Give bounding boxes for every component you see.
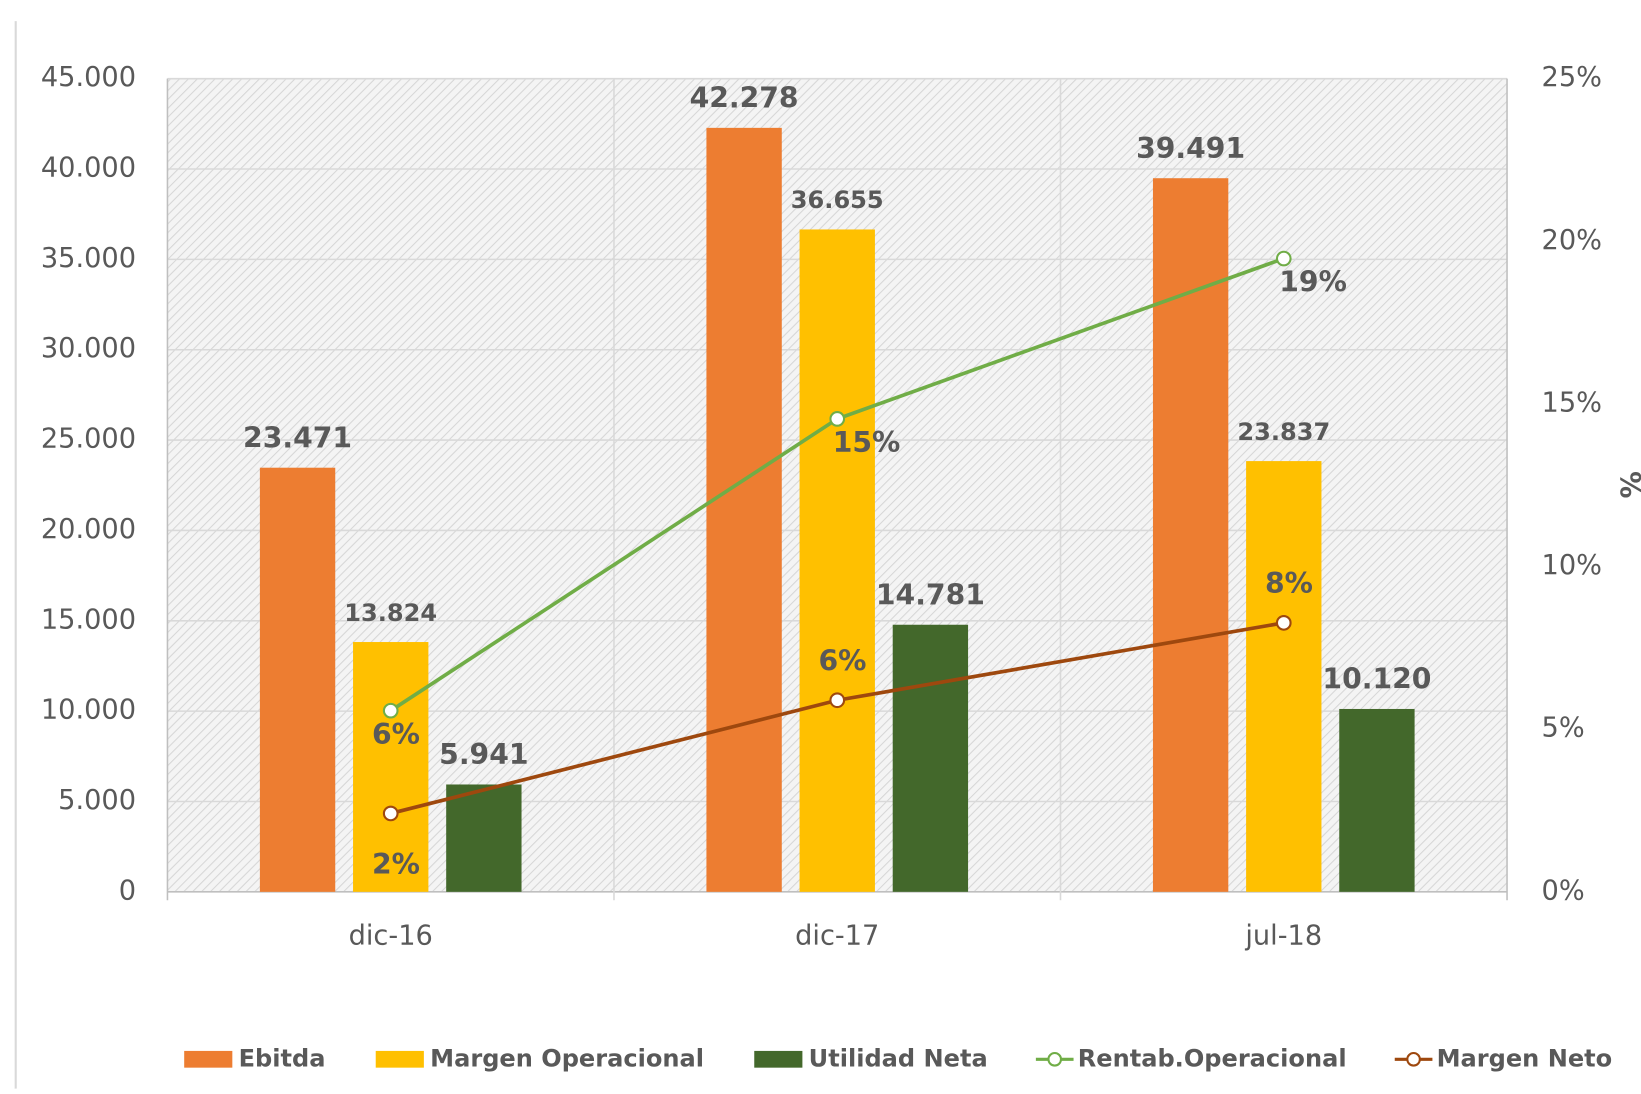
bar: [1246, 461, 1322, 892]
line-value-label: 15%: [833, 426, 901, 459]
x-tick-label: jul-18: [1244, 920, 1322, 951]
bar-value-label: 14.781: [876, 578, 985, 611]
y-tick-label: 35.000: [41, 243, 136, 274]
y2-axis-label: %: [1614, 471, 1641, 498]
y-tick-label: 45.000: [41, 62, 136, 93]
line-marker: [1275, 250, 1292, 267]
line-value-label: 19%: [1279, 266, 1347, 299]
bar: [259, 467, 336, 892]
bar-value-label: 36.655: [791, 186, 884, 214]
line-marker: [382, 702, 399, 719]
line-marker: [829, 411, 846, 427]
y2-tick-label: 5%: [1542, 713, 1585, 744]
legend-swatch: [754, 1050, 803, 1068]
bar: [706, 127, 782, 892]
line-marker: [1275, 614, 1292, 631]
y-tick-label: 40.000: [41, 153, 136, 184]
bar-value-label: 42.278: [690, 82, 799, 115]
line-marker: [382, 805, 399, 822]
y2-tick-label: 15%: [1542, 387, 1602, 418]
line-value-label: 8%: [1265, 567, 1313, 600]
line-marker: [829, 692, 846, 709]
y2-tick-label: 20%: [1542, 225, 1602, 256]
legend-swatch: [375, 1050, 424, 1068]
line-value-label: 6%: [372, 718, 420, 751]
bar: [446, 784, 522, 892]
legend-label: Rentab.Operacional: [1078, 1044, 1347, 1072]
bar-value-label: 23.837: [1237, 418, 1330, 446]
bar: [1339, 708, 1415, 892]
bar-value-label: 39.491: [1136, 132, 1245, 165]
y-tick-label: 5.000: [58, 785, 136, 816]
bar: [1152, 178, 1229, 892]
y-tick-label: 30.000: [41, 333, 136, 364]
bar-value-label: 23.471: [243, 421, 352, 454]
legend-swatch: [184, 1050, 233, 1068]
y-tick-label: 25.000: [41, 424, 136, 455]
legend-swatch: [1047, 1051, 1063, 1067]
y2-tick-label: 0%: [1542, 875, 1585, 906]
y-tick-label: 0: [119, 875, 136, 906]
bar-value-label: 5.941: [439, 738, 528, 771]
legend-label: Margen Neto: [1437, 1044, 1613, 1072]
y-tick-label: 10.000: [41, 695, 136, 726]
line-value-label: 6%: [818, 645, 866, 678]
bar: [353, 642, 429, 892]
bar-value-label: 13.824: [344, 599, 437, 627]
x-tick-label: dic-17: [795, 920, 879, 951]
bar-value-label: 10.120: [1322, 663, 1431, 696]
y-tick-label: 20.000: [41, 514, 136, 545]
bar: [799, 229, 875, 892]
legend-label: Utilidad Neta: [809, 1044, 988, 1072]
y2-tick-label: 25%: [1542, 62, 1602, 93]
x-tick-label: dic-16: [349, 920, 433, 951]
line-value-label: 2%: [372, 848, 420, 881]
legend-label: Margen Operacional: [430, 1044, 704, 1072]
y2-tick-label: 10%: [1542, 550, 1602, 581]
legend-label: Ebitda: [239, 1044, 326, 1072]
legend-swatch: [1406, 1051, 1421, 1067]
y-tick-label: 15.000: [41, 604, 136, 635]
bar: [892, 624, 969, 892]
